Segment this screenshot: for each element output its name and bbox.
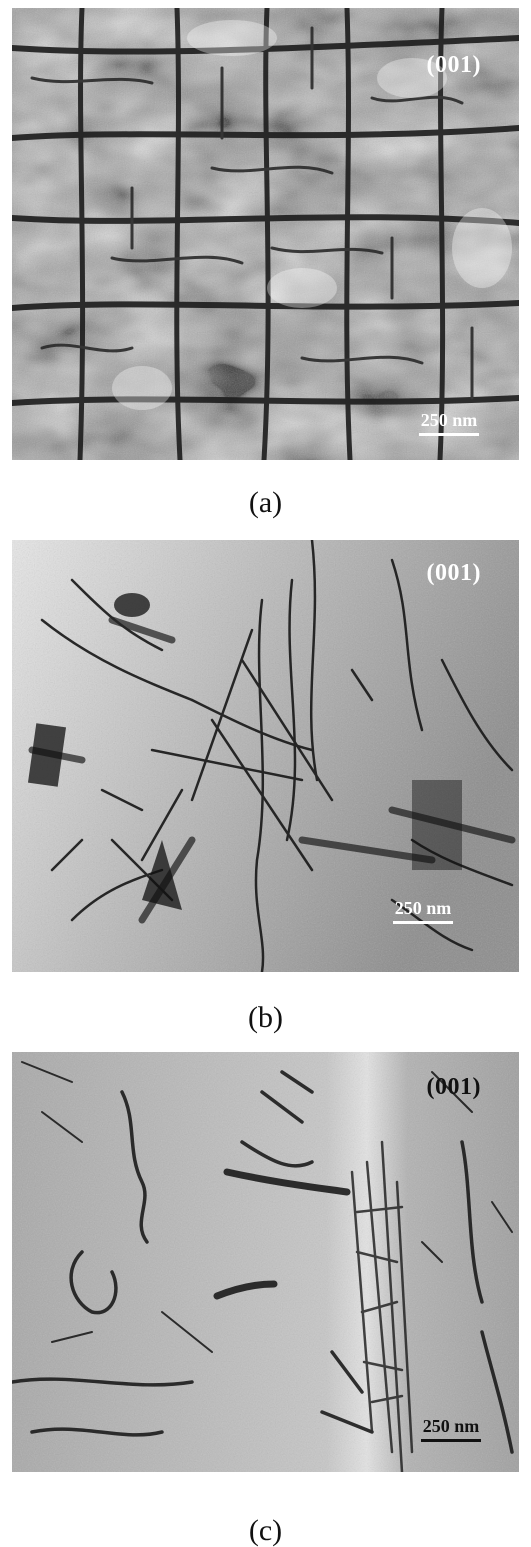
scale-bar-text-a: 250 nm — [420, 410, 478, 430]
panel-caption-c: (c) — [248, 1514, 283, 1547]
orientation-label-b: (001) — [426, 560, 481, 586]
scale-bar-line-b — [393, 921, 453, 924]
dislocation-network-a — [12, 8, 519, 460]
panel-caption-b: (b) — [248, 1001, 283, 1034]
scale-bar-b: 250 nm — [393, 898, 453, 924]
tem-micrograph-b: (001) 250 nm — [12, 540, 519, 972]
tem-image-b — [12, 540, 519, 972]
dislocation-network-c — [12, 1061, 514, 1472]
scale-bar-c: 250 nm — [421, 1416, 481, 1442]
scale-bar-text-c: 250 nm — [422, 1416, 480, 1436]
tem-micrograph-a: (001) 250 nm — [12, 8, 519, 460]
tem-image-c — [12, 1052, 519, 1472]
tem-micrograph-c: (001) 250 nm — [12, 1052, 519, 1472]
orientation-label-a: (001) — [426, 52, 481, 78]
tem-image-a — [12, 8, 519, 460]
scale-bar-line-a — [419, 433, 479, 436]
scale-bar-a: 250 nm — [419, 410, 479, 436]
scale-bar-text-b: 250 nm — [394, 898, 452, 918]
scale-bar-line-c — [421, 1439, 481, 1442]
panel-caption-a: (a) — [248, 486, 283, 519]
orientation-label-c: (001) — [426, 1074, 481, 1100]
